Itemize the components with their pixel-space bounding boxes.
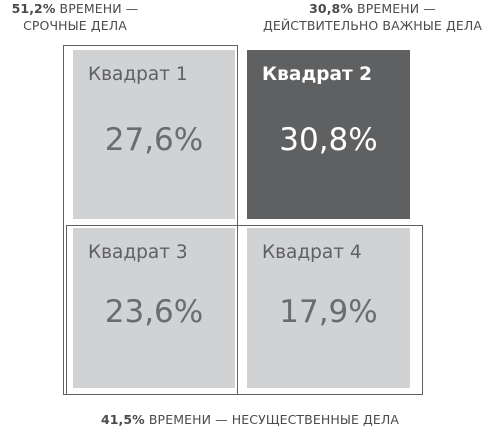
quadrant-3-value: 23,6% [104, 294, 204, 330]
caption-important-percent: 30,8% [309, 1, 353, 16]
caption-important-line1: 30,8% ВРЕМЕНИ — [245, 0, 500, 17]
caption-urgent-percent: 51,2% [11, 1, 56, 16]
caption-important-line2: ДЕЙСТВИТЕЛЬНО ВАЖНЫЕ ДЕЛА [262, 18, 483, 33]
caption-urgent-text: ВРЕМЕНИ — [55, 1, 139, 16]
quadrant-3: Квадрат 3 23,6% [73, 228, 235, 388]
caption-unimportant-text: ВРЕМЕНИ — НЕСУЩЕСТВЕННЫЕ ДЕЛА [144, 412, 400, 427]
quadrant-3-title: Квадрат 3 [88, 242, 188, 263]
quadrant-2-title: Квадрат 2 [262, 64, 373, 85]
quadrant-1-title: Квадрат 1 [88, 64, 188, 85]
quadrant-4: Квадрат 4 17,9% [247, 228, 410, 388]
quadrant-1: Квадрат 1 27,6% [73, 50, 235, 219]
caption-unimportant-percent: 41,5% [100, 412, 145, 427]
caption-urgent: 51,2% ВРЕМЕНИ — СРОЧНЫЕ ДЕЛА [0, 0, 150, 34]
quadrant-1-value: 27,6% [104, 122, 204, 158]
caption-urgent-line1: 51,2% ВРЕМЕНИ — [0, 0, 150, 17]
quadrant-4-title: Квадрат 4 [262, 242, 362, 263]
caption-important: 30,8% ВРЕМЕНИ — ДЕЙСТВИТЕЛЬНО ВАЖНЫЕ ДЕЛ… [245, 0, 500, 34]
caption-important-text: ВРЕМЕНИ — [352, 1, 436, 16]
quadrant-4-value: 17,9% [279, 294, 378, 330]
caption-unimportant: 41,5% ВРЕМЕНИ — НЕСУЩЕСТВЕННЫЕ ДЕЛА [0, 411, 500, 428]
quadrant-2-value: 30,8% [279, 122, 378, 158]
caption-urgent-line2: СРОЧНЫЕ ДЕЛА [23, 18, 127, 33]
quadrant-2: Квадрат 2 30,8% [247, 50, 410, 219]
